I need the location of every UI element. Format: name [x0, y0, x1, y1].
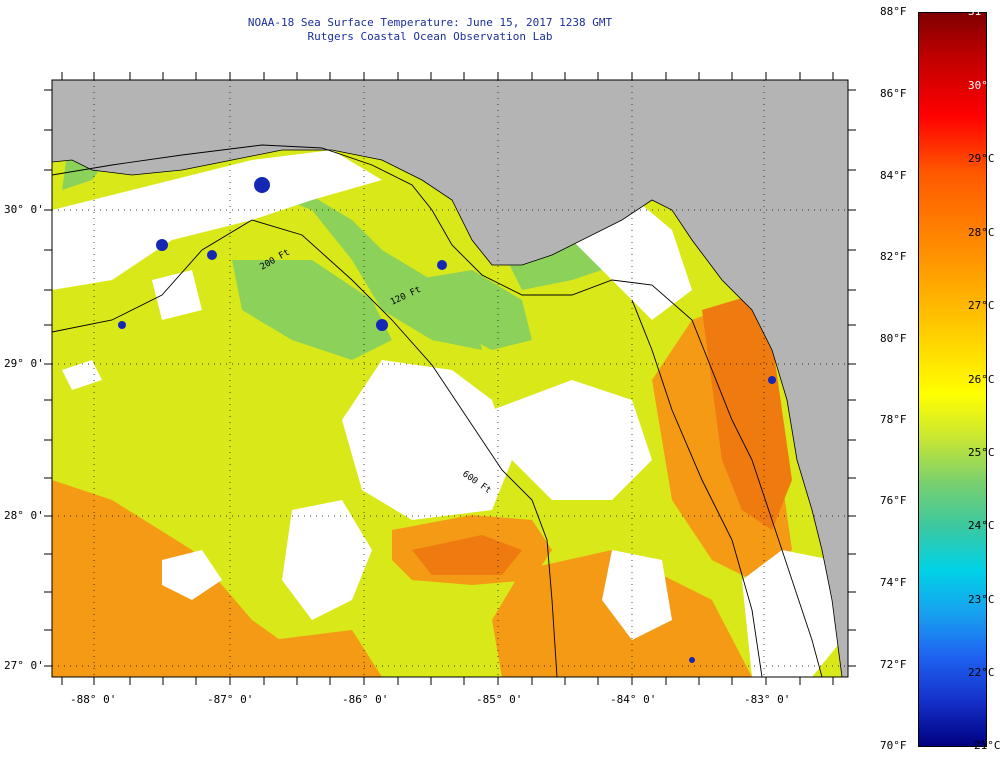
sst-map[interactable]: 200 Ft 120 Ft 600 Ft — [52, 80, 848, 677]
cold-spots — [118, 177, 776, 663]
colorbar-label-f: 84°F — [880, 169, 907, 182]
lon-label-88w: -88° 0' — [70, 693, 117, 706]
colorbar-label-c: 24°C — [968, 519, 995, 532]
lon-label-86w: -86° 0' — [342, 693, 389, 706]
graticule — [52, 80, 848, 677]
frame-ticks — [44, 72, 856, 685]
colorbar-label-c: 28°C — [968, 226, 995, 239]
land-mass — [52, 80, 848, 677]
lon-label-84w: -84° 0' — [610, 693, 657, 706]
colorbar-label-f: 78°F — [880, 413, 907, 426]
colorbar-label-f: 70°F — [880, 739, 907, 752]
colorbar-label-f: 80°F — [880, 332, 907, 345]
colorbar-label-f: 72°F — [880, 658, 907, 671]
lon-label-83w: -83° 0' — [744, 693, 791, 706]
colorbar-label-c: 22°C — [968, 666, 995, 679]
colorbar-label-c: 21°C — [974, 739, 1000, 752]
colorbar-label-f: 86°F — [880, 87, 907, 100]
colorbar-label-f: 76°F — [880, 494, 907, 507]
lon-label-87w: -87° 0' — [207, 693, 254, 706]
lon-label-85w: -85° 0' — [476, 693, 523, 706]
sst-map-canvas: 200 Ft 120 Ft 600 Ft — [52, 80, 848, 677]
colorbar-label-c: 27°C — [968, 299, 995, 312]
temperature-colorbar — [918, 12, 987, 747]
cloud-cover — [52, 150, 842, 677]
map-subtitle: Rutgers Coastal Ocean Observation Lab — [307, 30, 553, 43]
colorbar-label-c: 23°C — [968, 593, 995, 606]
colorbar-label-c: 25°C — [968, 446, 995, 459]
map-title: NOAA-18 Sea Surface Temperature: June 15… — [247, 16, 613, 29]
colorbar-label-f: 74°F — [880, 576, 907, 589]
colorbar-label-c: 29°C — [968, 152, 995, 165]
colorbar-label-c: 26°C — [968, 373, 995, 386]
colorbar-label-c: 31°C — [968, 5, 995, 18]
lat-label-27n: 27° 0' — [4, 659, 44, 672]
lat-label-30n: 30° 0' — [4, 203, 44, 216]
colorbar-label-c: 30°C — [968, 79, 995, 92]
colorbar-label-f: 88°F — [880, 5, 907, 18]
hot-water-areas — [412, 295, 792, 575]
isobaths — [52, 144, 823, 677]
colorbar-label-f: 82°F — [880, 250, 907, 263]
lat-label-28n: 28° 0' — [4, 509, 44, 522]
lat-label-29n: 29° 0' — [4, 357, 44, 370]
